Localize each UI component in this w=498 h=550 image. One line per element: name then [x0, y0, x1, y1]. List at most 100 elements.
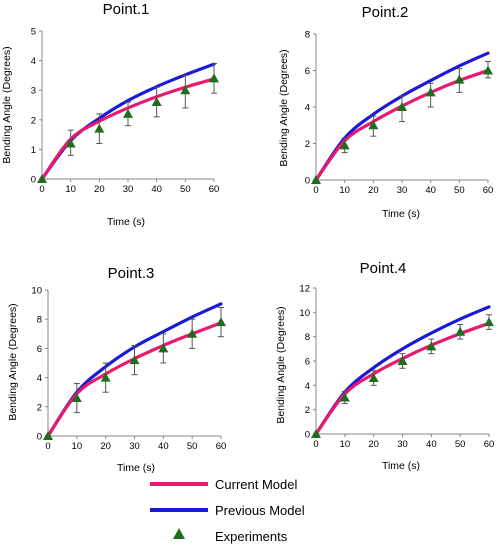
- x-tick-label: 10: [65, 184, 76, 195]
- y-tick-label: 3: [31, 86, 36, 97]
- y-axis-label: Bending Angle (Degrees): [1, 46, 13, 163]
- experiment-point: [65, 138, 76, 148]
- x-tick-label: 50: [454, 185, 465, 196]
- y-tick-label: 4: [305, 381, 310, 392]
- plot-area: 0 10 20 30 40 50 60 0 2 4 6 8: [305, 30, 494, 197]
- x-tick-label: 20: [94, 184, 105, 195]
- y-tick-label: 5: [31, 27, 36, 38]
- panel-title: Point.3: [108, 265, 155, 282]
- previous-model-line: [314, 305, 491, 436]
- experiment-point: [158, 343, 169, 353]
- y-tick-label: 2: [37, 402, 42, 413]
- experiment-point: [368, 373, 379, 383]
- x-tick-label: 60: [483, 185, 494, 196]
- x-tick-label: 50: [180, 184, 191, 195]
- experiment-point: [454, 74, 465, 84]
- x-tick-label: 50: [455, 439, 466, 450]
- panel-point-3: Point.3 0 10 20 30 40 50 60 0 2 4 6 8 10 Time (s) Be…: [7, 265, 226, 474]
- x-tick-label: 10: [339, 185, 350, 196]
- y-tick-label: 6: [305, 357, 310, 368]
- experiment-point: [425, 87, 436, 97]
- experiment-point: [311, 429, 321, 438]
- legend-current-model-label: Current Model: [215, 477, 297, 492]
- x-tick-label: 30: [397, 439, 408, 450]
- experiment-point: [397, 356, 408, 365]
- experiment-point: [129, 355, 140, 365]
- x-tick-label: 30: [397, 185, 408, 196]
- y-tick-label: 8: [305, 332, 310, 343]
- experiment-point: [100, 372, 111, 382]
- x-axis-label: Time (s): [117, 462, 155, 474]
- experiment-point: [209, 73, 219, 83]
- y-tick-label: 0: [31, 175, 36, 186]
- experiment-point: [43, 431, 53, 440]
- experiment-point: [397, 102, 407, 111]
- experiment-point: [151, 97, 162, 107]
- experiment-point: [94, 123, 105, 133]
- y-tick-label: 8: [37, 315, 42, 326]
- y-axis-label: Bending Angle (Degrees): [275, 306, 287, 423]
- x-tick-label: 20: [368, 439, 379, 450]
- x-tick-label: 0: [45, 441, 50, 452]
- experiment-point: [483, 65, 493, 75]
- panel-title: Point.1: [103, 1, 150, 18]
- legend-previous-model-label: Previous Model: [215, 503, 305, 518]
- y-tick-label: 1: [31, 145, 36, 156]
- experiment-point: [123, 108, 133, 118]
- panel-point-2: Point.2 0 10 20 30 40 50 60 0 2 4 6 8 Time (s) Bend…: [278, 4, 493, 220]
- current-model-line: [314, 321, 491, 436]
- x-tick-label: 30: [129, 441, 140, 452]
- experiment-point: [339, 140, 350, 150]
- x-tick-label: 10: [340, 439, 351, 450]
- x-tick-label: 40: [151, 184, 162, 195]
- panel-point-1: Point.1 0 10 20 30 40 50 60 0 1 2 3 4 5 Time (s) Ben…: [1, 1, 219, 228]
- y-axis-label: Bending Angle (Degrees): [7, 303, 19, 420]
- x-tick-label: 40: [158, 441, 169, 452]
- x-tick-label: 20: [368, 185, 379, 196]
- y-tick-label: 2: [31, 115, 36, 126]
- experiment-point: [37, 174, 47, 183]
- x-tick-label: 60: [209, 184, 220, 195]
- x-tick-label: 0: [313, 185, 318, 196]
- x-tick-label: 40: [426, 439, 437, 450]
- y-tick-label: 6: [37, 344, 42, 355]
- x-tick-label: 60: [484, 439, 495, 450]
- x-tick-label: 0: [39, 184, 44, 195]
- panel-title: Point.4: [360, 260, 407, 277]
- experiment-point: [311, 175, 321, 184]
- plot-area: 0 10 20 30 40 50 60 0 2 4 6 8 10 12: [299, 284, 494, 451]
- experiment-point: [455, 326, 466, 336]
- plot-area: 0 10 20 30 40 50 60 0 1 2 3 4 5: [31, 27, 220, 196]
- y-tick-label: 0: [305, 176, 310, 187]
- x-tick-label: 40: [425, 185, 436, 196]
- plot-area: 0 10 20 30 40 50 60 0 2 4 6 8 10: [31, 286, 226, 453]
- y-tick-label: 12: [299, 284, 310, 295]
- experiment-point: [216, 317, 226, 327]
- y-tick-label: 4: [37, 373, 42, 384]
- current-model-line: [314, 68, 490, 182]
- x-tick-label: 0: [313, 439, 318, 450]
- experiment-point: [426, 341, 437, 351]
- y-tick-label: 2: [305, 405, 310, 416]
- y-tick-label: 4: [31, 56, 36, 67]
- legend: Current Model Previous Model Experiments: [150, 477, 305, 544]
- x-tick-label: 50: [187, 441, 198, 452]
- x-tick-label: 30: [123, 184, 134, 195]
- y-tick-label: 0: [305, 430, 310, 441]
- x-axis-label: Time (s): [382, 460, 420, 472]
- legend-experiments-label: Experiments: [215, 529, 288, 544]
- y-tick-label: 2: [305, 139, 310, 150]
- experiment-point: [484, 317, 494, 327]
- current-model-line: [46, 321, 223, 438]
- y-tick-label: 4: [305, 103, 310, 114]
- x-axis-label: Time (s): [382, 208, 420, 220]
- experiment-point: [368, 120, 379, 130]
- experiment-point: [71, 393, 82, 403]
- y-tick-label: 0: [37, 432, 42, 443]
- y-tick-label: 10: [31, 286, 42, 297]
- y-tick-label: 6: [305, 66, 310, 77]
- y-tick-label: 8: [305, 30, 310, 41]
- experiment-point: [187, 328, 198, 338]
